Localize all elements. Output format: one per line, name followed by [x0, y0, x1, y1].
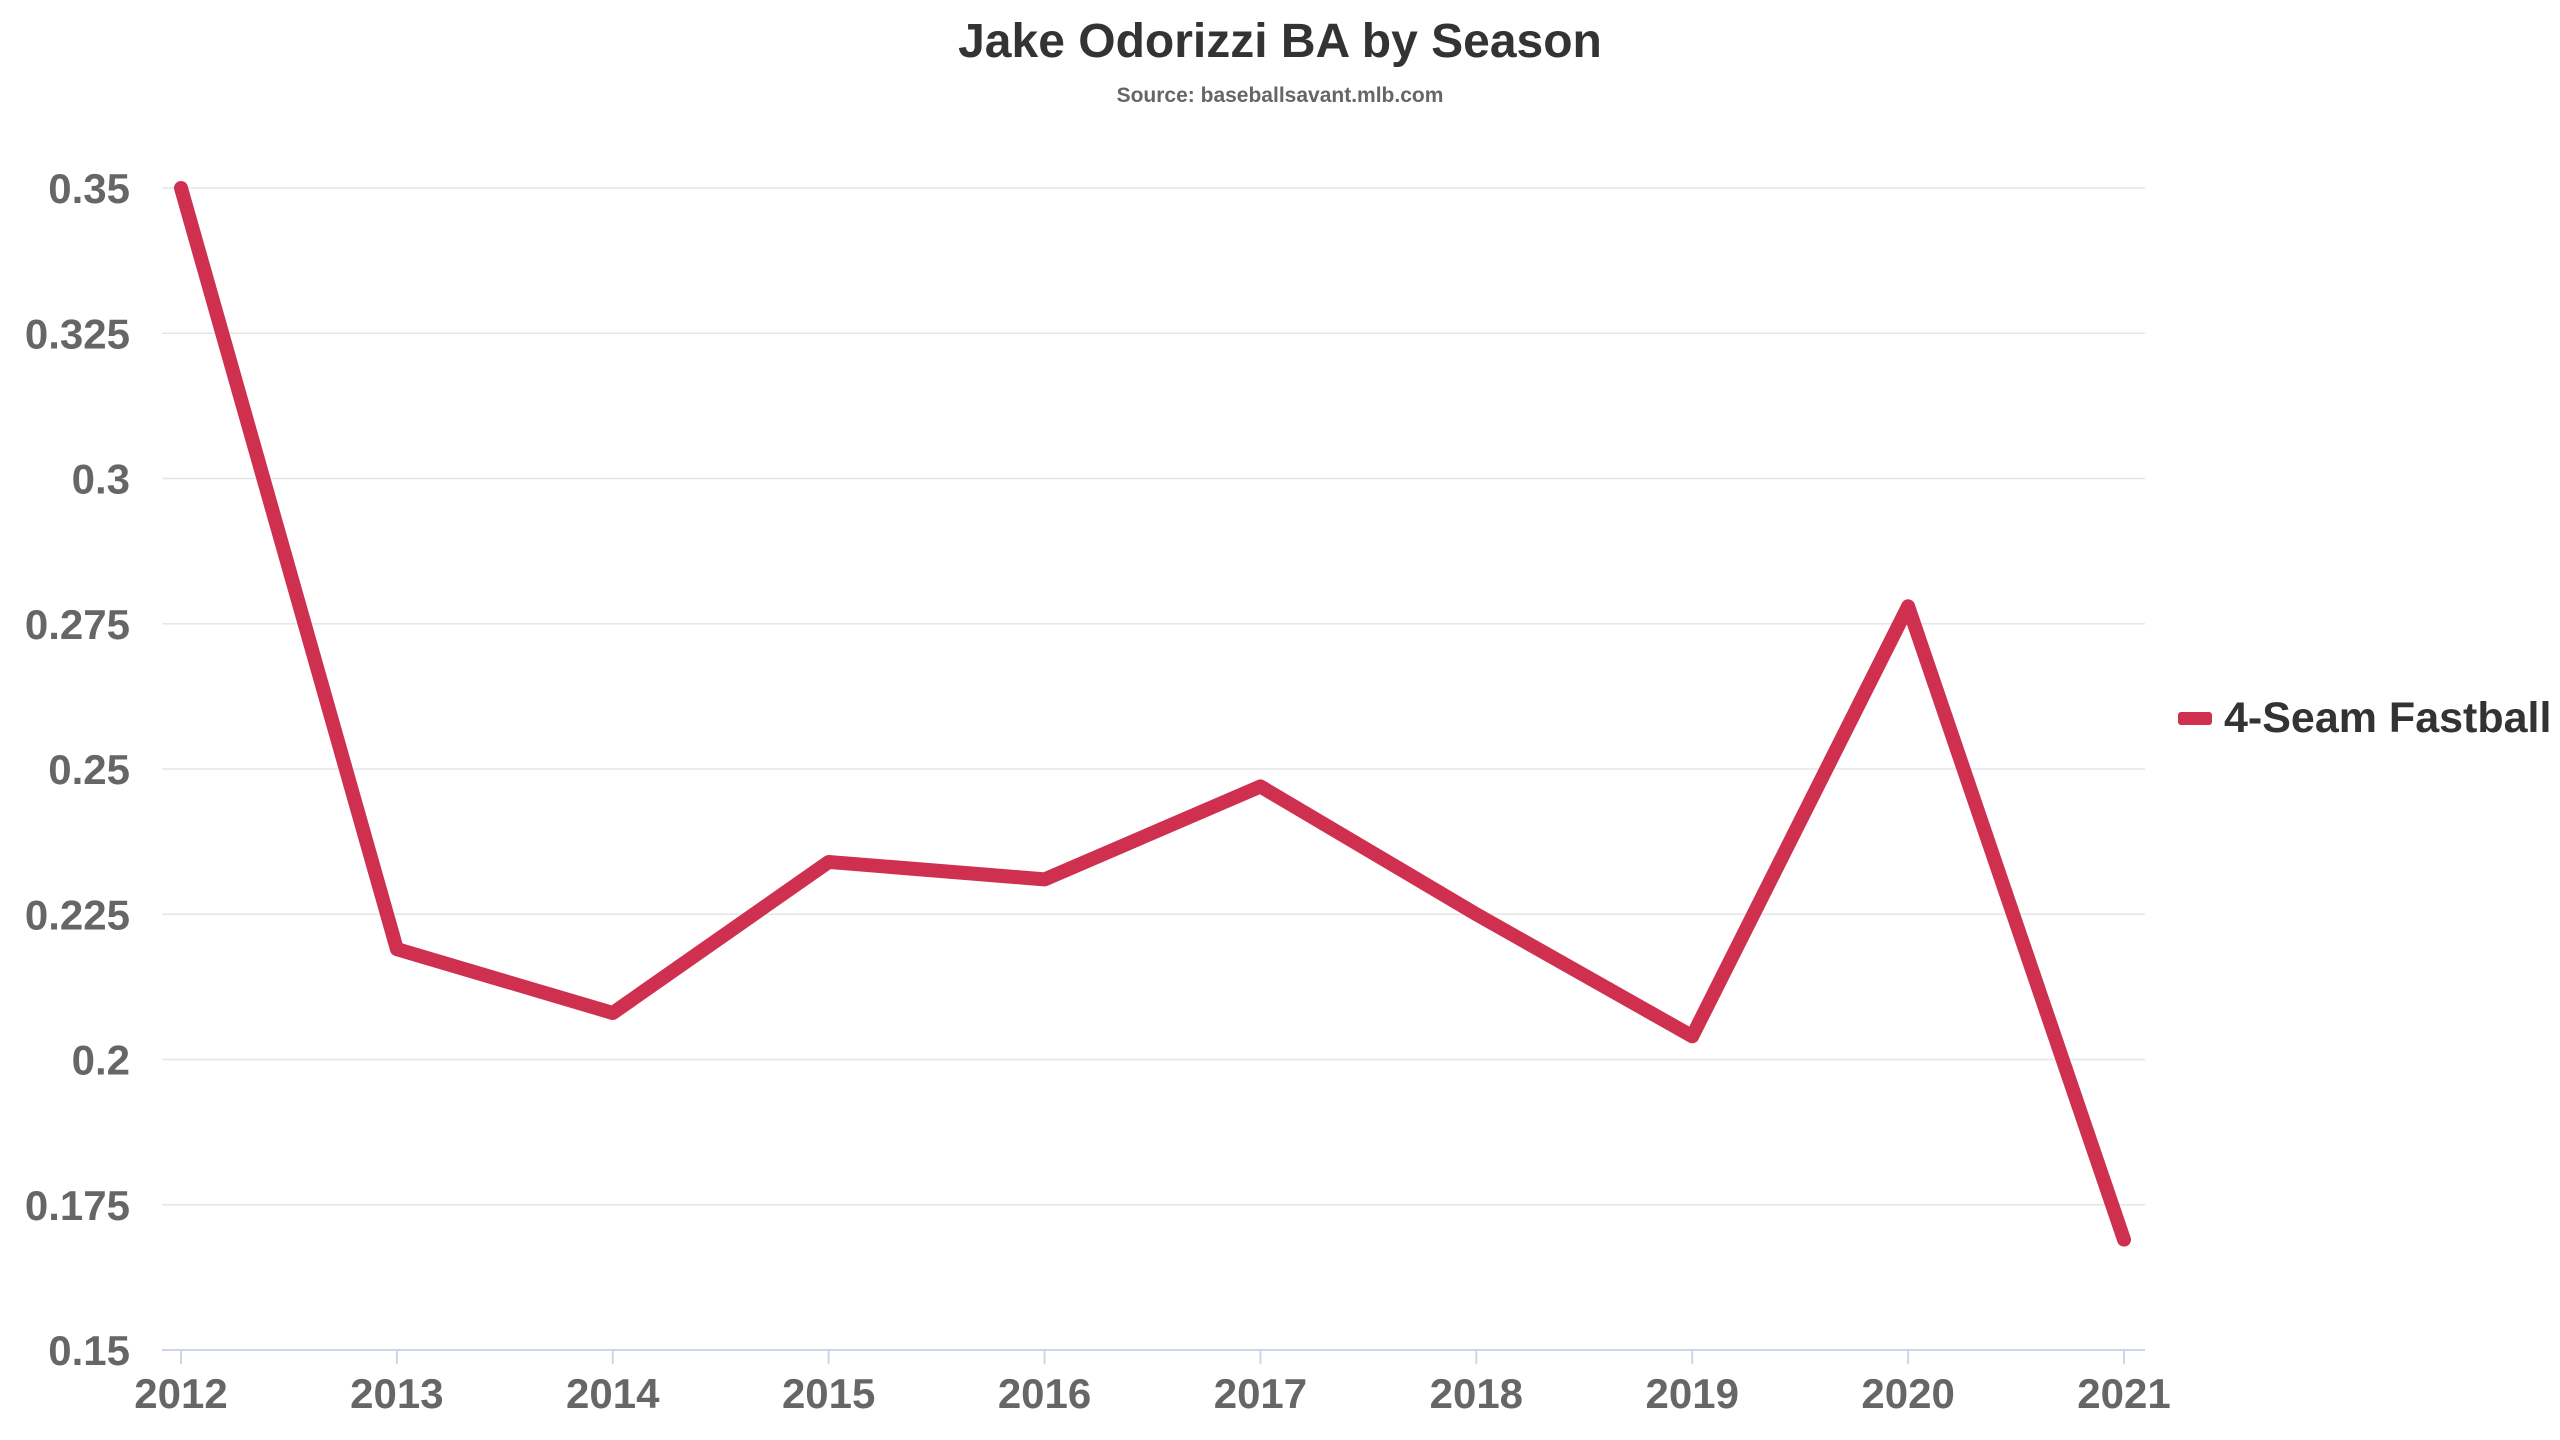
y-tick-label: 0.175: [25, 1182, 130, 1229]
x-tick-label: 2015: [782, 1370, 875, 1417]
data-point: [174, 181, 188, 195]
data-point: [2117, 1233, 2131, 1247]
y-tick-label: 0.275: [25, 601, 130, 648]
x-tick-label: 2013: [350, 1370, 443, 1417]
y-tick-label: 0.25: [48, 746, 130, 793]
data-point: [1038, 872, 1052, 886]
y-tick-label: 0.325: [25, 310, 130, 357]
data-point: [822, 855, 836, 869]
x-tick-label: 2020: [1861, 1370, 1954, 1417]
legend-label: 4-Seam Fastball: [2224, 694, 2552, 742]
y-tick-label: 0.15: [48, 1327, 130, 1374]
x-tick-label: 2021: [2077, 1370, 2170, 1417]
data-point: [1901, 599, 1915, 613]
data-point: [390, 942, 404, 956]
y-tick-label: 0.3: [72, 456, 130, 503]
chart-subtitle: Source: baseballsavant.mlb.com: [1116, 84, 1444, 107]
series-line: [174, 181, 2131, 1247]
data-point: [1685, 1029, 1699, 1043]
data-point: [1469, 907, 1483, 921]
y-tick-label: 0.35: [48, 165, 130, 212]
x-tick-label: 2016: [998, 1370, 1091, 1417]
x-tick-label: 2017: [1214, 1370, 1307, 1417]
y-tick-label: 0.2: [72, 1037, 130, 1084]
legend-swatch: [2178, 712, 2212, 725]
x-tick-label: 2012: [134, 1370, 227, 1417]
legend[interactable]: 4-Seam Fastball: [2178, 694, 2551, 743]
chart-title: Jake Odorizzi BA by Season: [958, 15, 1602, 68]
x-tick-label: 2019: [1646, 1370, 1739, 1417]
data-point: [606, 1006, 620, 1020]
x-tick-label: 2014: [566, 1370, 660, 1417]
data-point: [1253, 779, 1267, 793]
y-tick-label: 0.225: [25, 891, 130, 938]
x-tick-label: 2018: [1430, 1370, 1523, 1417]
